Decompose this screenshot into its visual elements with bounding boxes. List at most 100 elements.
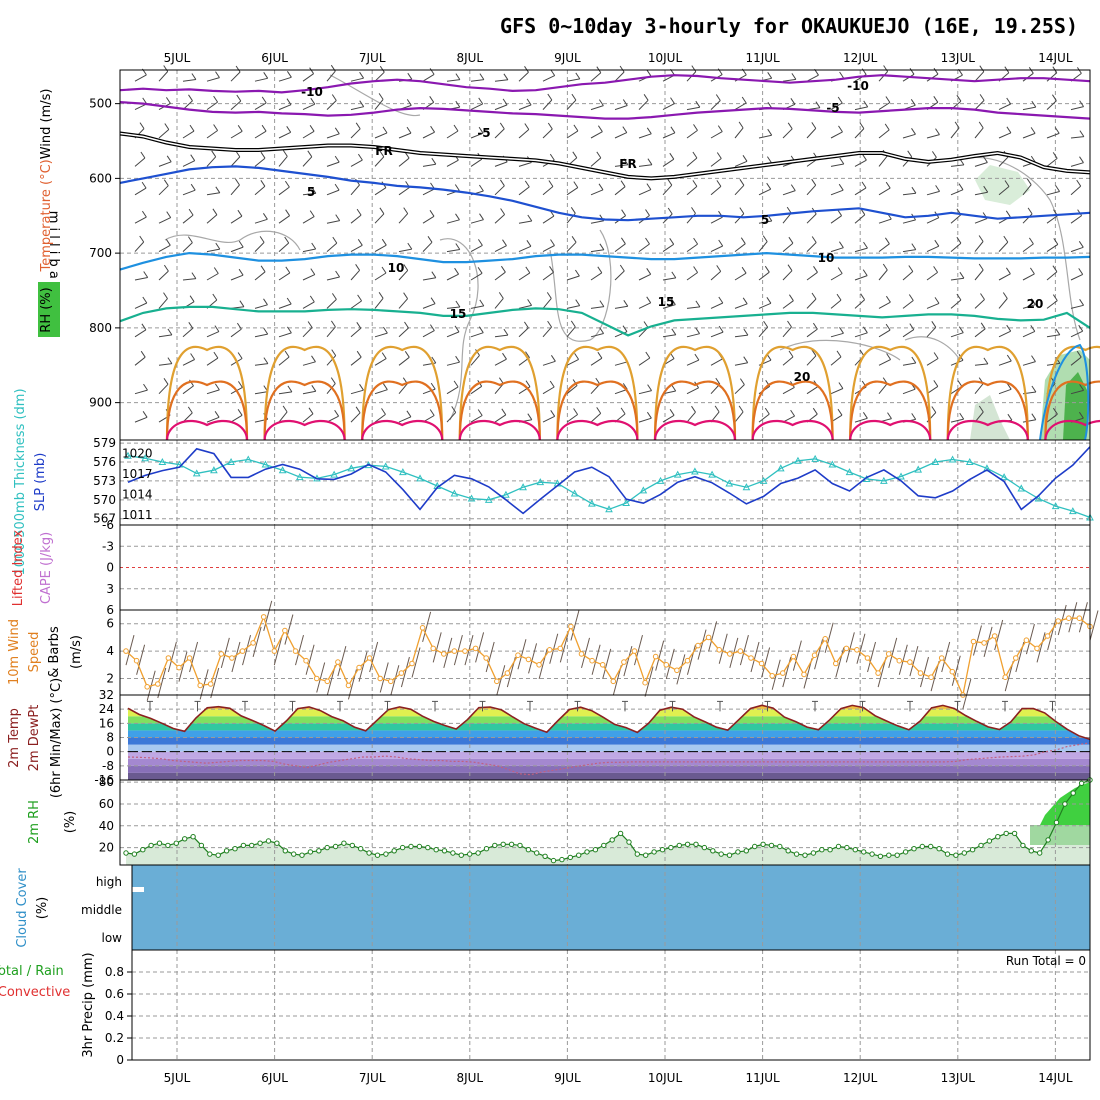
wind-barb bbox=[830, 189, 844, 196]
wind-barb-flag bbox=[429, 324, 435, 331]
wind-barb-flag bbox=[1052, 265, 1058, 272]
wind-barb-flag bbox=[287, 385, 293, 393]
isotherm-label: 5 bbox=[761, 213, 769, 227]
y-axis-label-dewpt: 2m DewPt bbox=[27, 705, 42, 772]
temp-band bbox=[128, 737, 1090, 745]
wind-barb bbox=[302, 248, 316, 253]
wind-barb-flag bbox=[187, 236, 193, 243]
isotherm-line-30 bbox=[165, 419, 1100, 441]
x-tick-label-bottom: 8JUL bbox=[456, 1071, 483, 1085]
wind-barb-flag bbox=[643, 321, 649, 328]
wind-barb-flag bbox=[334, 409, 340, 417]
wind-barb bbox=[470, 272, 483, 281]
wind-barb-flag bbox=[549, 380, 555, 388]
thickness-point bbox=[587, 499, 596, 507]
wind-barb bbox=[662, 243, 674, 253]
wind-barb-flag bbox=[979, 94, 985, 101]
x-tick-label-top: 8JUL bbox=[456, 51, 483, 65]
wind-barb-flag bbox=[861, 153, 867, 161]
wind-barb-flag bbox=[1079, 299, 1085, 306]
wind-barb bbox=[350, 244, 363, 253]
rh-area bbox=[126, 780, 1090, 865]
wind-barb-flag bbox=[286, 326, 292, 334]
wind-barb-flag bbox=[214, 411, 220, 418]
wind-barb-flag bbox=[263, 298, 268, 306]
surface-wind-barb bbox=[390, 665, 400, 696]
wind-barb-flag bbox=[646, 183, 652, 190]
wind-speed-line bbox=[125, 614, 1091, 698]
wind-barb-flag bbox=[956, 94, 962, 102]
wind-barb bbox=[398, 157, 410, 167]
wind-barb-flag bbox=[427, 236, 433, 243]
wind-barb-flag bbox=[1007, 413, 1013, 421]
y-tick-label-rh: 60 bbox=[99, 797, 114, 811]
wind-barb-flag bbox=[836, 293, 842, 301]
rh-point bbox=[383, 851, 389, 857]
wind-barb bbox=[782, 300, 794, 309]
wind-barb bbox=[614, 71, 625, 82]
wind-barb bbox=[134, 216, 147, 224]
wind-barb bbox=[422, 388, 436, 395]
y-axis-label-wind-barbs: & Barbs bbox=[47, 626, 62, 678]
wind-barb bbox=[374, 272, 387, 281]
wind-barb-flag bbox=[282, 150, 288, 157]
wind-barb bbox=[782, 386, 795, 395]
wind-barb-flag bbox=[933, 266, 939, 273]
wind-speed-point bbox=[801, 671, 807, 678]
wind-barb bbox=[614, 164, 628, 167]
wind-barb-flag bbox=[188, 322, 194, 329]
wind-barb-flag bbox=[407, 242, 413, 250]
wind-barb bbox=[566, 326, 576, 338]
wind-barb-flag bbox=[285, 209, 291, 216]
wind-barb bbox=[278, 411, 288, 423]
rh-point bbox=[232, 846, 238, 852]
precip-panel bbox=[131, 949, 1091, 1061]
wind-barb-flag bbox=[527, 299, 533, 306]
rh-point bbox=[332, 843, 339, 850]
y-tick-label: 800 bbox=[89, 321, 112, 335]
y-tick-label-temp: 32 bbox=[99, 688, 114, 702]
wind-barb bbox=[998, 360, 1012, 366]
wind-barb bbox=[1070, 356, 1082, 366]
wind-barb-flag bbox=[478, 126, 484, 134]
wind-barb-flag bbox=[838, 125, 843, 133]
wind-barb-flag bbox=[477, 409, 483, 416]
wind-barb-flag bbox=[331, 293, 337, 300]
wind-barb bbox=[1070, 389, 1084, 395]
wind-barb bbox=[854, 128, 865, 139]
wind-barb bbox=[374, 389, 388, 395]
wind-barb bbox=[542, 415, 555, 423]
wind-barb bbox=[998, 298, 1008, 309]
wind-barb bbox=[470, 103, 483, 111]
wind-barb bbox=[974, 71, 985, 82]
wind-barb bbox=[542, 99, 553, 110]
wind-barb bbox=[206, 416, 220, 423]
wind-barb-flag bbox=[790, 409, 796, 417]
wind-barb bbox=[542, 326, 552, 338]
isotherm-label: 10 bbox=[388, 261, 405, 275]
wind-barb-flag bbox=[622, 383, 628, 390]
wind-barb bbox=[134, 241, 145, 252]
surface-wind-barb bbox=[750, 641, 760, 673]
wind-barb bbox=[494, 128, 505, 139]
wind-barb bbox=[902, 388, 916, 395]
rh-point bbox=[525, 847, 532, 853]
isotherm-line-15 bbox=[119, 305, 1091, 337]
y-axis-label-minmax: (6hr Min/Max) (°C) bbox=[49, 678, 64, 798]
wind-speed-point bbox=[864, 655, 871, 661]
y-tick-label-thickness: 570 bbox=[93, 493, 116, 507]
wind-barb-flag bbox=[455, 300, 461, 308]
wind-barb bbox=[254, 185, 266, 196]
rh-point bbox=[1037, 850, 1043, 856]
wind-speed-point bbox=[515, 652, 521, 659]
y-tick-label-rh: 20 bbox=[99, 841, 114, 855]
wind-barb-flag bbox=[142, 296, 148, 304]
wind-barb bbox=[902, 300, 914, 309]
wind-barb-flag bbox=[983, 185, 989, 193]
wind-barb bbox=[950, 127, 960, 139]
wind-barb-flag bbox=[524, 180, 530, 188]
wind-barb-flag bbox=[140, 350, 146, 358]
wind-barb-flag bbox=[718, 296, 724, 304]
wind-barb-flag bbox=[741, 266, 747, 274]
